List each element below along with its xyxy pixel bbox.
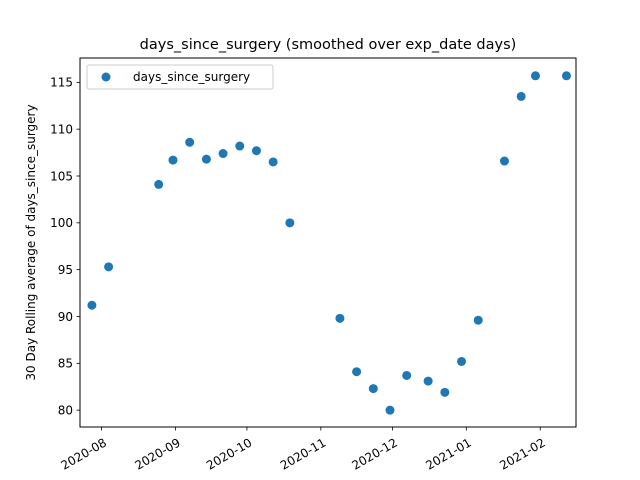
data-point [201,154,211,164]
chart-title: days_since_surgery (smoothed over exp_da… [140,37,517,53]
data-point [268,157,278,167]
legend: days_since_surgery [86,64,274,90]
legend-entry-label: days_since_surgery [133,70,250,84]
x-tick-label: 2020-12 [349,435,399,472]
y-axis-ticks: 80 85 90 95 100 105 110 115 [50,76,80,417]
x-axis-ticks: 2020-08 2020-09 2020-10 2020-11 2020-12 2021-… [59,427,548,473]
data-point [285,218,295,228]
y-tick-label: 85 [58,357,73,371]
data-point [530,71,540,81]
x-tick-label: 2020-08 [59,435,109,472]
y-tick-label: 100 [50,216,73,230]
plot-area-frame [79,57,577,428]
data-points [87,71,571,415]
legend-box [86,64,274,90]
data-point [235,141,245,151]
y-tick-label: 80 [58,403,73,417]
data-point [385,405,395,415]
data-point [440,387,450,397]
y-tick-label: 110 [50,122,73,136]
data-point [561,71,571,81]
data-point [87,300,97,310]
data-point [423,376,433,386]
data-point [154,179,164,189]
data-point [251,146,261,156]
y-tick-label: 95 [58,263,73,277]
data-point [516,91,526,101]
data-point [168,155,178,165]
x-tick-label: 2020-10 [204,435,254,472]
data-point [473,315,483,325]
data-point [335,313,345,323]
x-tick-label: 2020-11 [278,435,328,472]
data-point [368,384,378,394]
data-point [457,356,467,366]
data-point [185,137,195,147]
x-tick-label: 2021-01 [423,435,473,472]
y-tick-label: 105 [50,169,73,183]
data-point [104,262,114,272]
legend-marker [101,72,111,82]
data-point [218,149,228,159]
data-point [352,367,362,377]
x-tick-label: 2021-02 [497,435,547,472]
data-point [499,156,509,166]
x-tick-label: 2020-09 [132,435,182,472]
y-tick-label: 90 [58,310,73,324]
data-point [402,370,412,380]
y-tick-label: 115 [50,76,73,90]
y-axis-title: 30 Day Rolling average of days_since_sur… [24,104,38,380]
